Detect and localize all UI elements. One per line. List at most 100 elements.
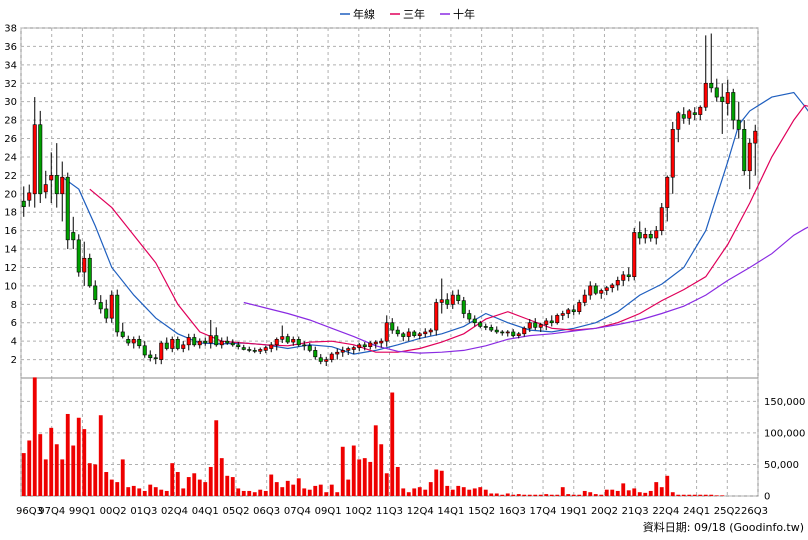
candle bbox=[742, 120, 747, 176]
volume-bar bbox=[373, 425, 378, 496]
candle bbox=[412, 330, 417, 338]
x-tick-label: 09Q1 bbox=[315, 506, 342, 517]
volume-bar bbox=[269, 474, 274, 496]
candle bbox=[82, 241, 87, 286]
candle-body-up bbox=[159, 342, 164, 360]
volume-bar bbox=[230, 477, 235, 496]
volume-bar bbox=[27, 440, 32, 496]
volume-bar bbox=[362, 458, 367, 496]
volume-bar bbox=[538, 494, 543, 496]
x-tick-label: 20Q2 bbox=[591, 506, 618, 517]
candle bbox=[582, 289, 587, 307]
volume-bar bbox=[599, 494, 604, 496]
candle-body-down bbox=[549, 320, 554, 324]
volume-bar bbox=[252, 492, 257, 496]
candle bbox=[423, 328, 428, 338]
volume-bar bbox=[412, 488, 417, 496]
candle bbox=[263, 345, 268, 354]
candle bbox=[395, 326, 400, 337]
candle-body-up bbox=[32, 124, 37, 195]
candle bbox=[665, 175, 670, 222]
volume-bar bbox=[258, 489, 263, 496]
candle bbox=[434, 298, 439, 336]
candle bbox=[439, 278, 444, 314]
candle-body-up bbox=[516, 333, 521, 336]
candle-body-up bbox=[43, 184, 48, 193]
volume-bar bbox=[494, 493, 499, 496]
volume-bar bbox=[395, 466, 400, 496]
candle bbox=[98, 295, 103, 314]
candle bbox=[181, 341, 186, 353]
volume-bar bbox=[544, 494, 549, 496]
candle-body-down bbox=[214, 335, 219, 346]
volume-bar bbox=[467, 489, 472, 496]
candle bbox=[159, 341, 164, 365]
candle bbox=[307, 343, 312, 353]
candle bbox=[571, 305, 576, 316]
volume-bar bbox=[478, 487, 483, 496]
candle bbox=[522, 326, 527, 337]
volume-bar bbox=[71, 445, 76, 496]
x-tick-label: 07Q4 bbox=[284, 506, 311, 517]
candle-body-up bbox=[725, 92, 730, 104]
candle-body-up bbox=[527, 322, 532, 329]
candle bbox=[456, 289, 461, 305]
candle bbox=[692, 107, 697, 121]
volume-bar bbox=[340, 446, 345, 496]
volume-bar bbox=[104, 472, 109, 496]
candle bbox=[230, 339, 235, 347]
candle-body-down bbox=[71, 232, 76, 241]
candle bbox=[643, 227, 648, 244]
volume-bar bbox=[318, 484, 323, 496]
candle bbox=[54, 143, 59, 208]
x-tick-label: 00Q2 bbox=[100, 506, 127, 517]
candle bbox=[21, 186, 26, 217]
volume-bar bbox=[439, 470, 444, 496]
volume-bar bbox=[720, 495, 725, 496]
candle bbox=[186, 333, 191, 351]
x-tick-label: 04Q1 bbox=[192, 506, 219, 517]
candle bbox=[379, 338, 384, 348]
candle bbox=[214, 327, 219, 347]
candle-body-down bbox=[148, 354, 153, 359]
x-tick-label: 24Q1 bbox=[683, 506, 710, 517]
candle bbox=[208, 319, 213, 349]
candle bbox=[390, 318, 395, 334]
candle bbox=[148, 350, 153, 362]
candle-body-up bbox=[687, 110, 692, 119]
candle bbox=[164, 337, 169, 351]
candle bbox=[736, 101, 741, 139]
candle bbox=[401, 331, 406, 342]
volume-bar bbox=[527, 494, 532, 496]
volume-bar bbox=[456, 485, 461, 496]
candle bbox=[203, 337, 208, 346]
candle bbox=[340, 346, 345, 357]
legend-label: 十年 bbox=[453, 7, 475, 21]
candle bbox=[610, 283, 615, 293]
candle bbox=[648, 230, 653, 242]
candle bbox=[621, 271, 626, 286]
volume-bar bbox=[489, 493, 494, 496]
candle-body-up bbox=[280, 336, 285, 340]
candle-body-up bbox=[60, 176, 65, 195]
candle bbox=[659, 203, 664, 236]
volume-bar bbox=[577, 494, 582, 496]
volume-bar bbox=[357, 459, 362, 496]
volume-bar bbox=[445, 485, 450, 496]
source-note: 資料日期: 09/18 (Goodinfo.tw) bbox=[643, 520, 804, 534]
candle bbox=[329, 352, 334, 363]
candle bbox=[709, 33, 714, 93]
x-tick-label: 17Q4 bbox=[530, 506, 557, 517]
candle-body-down bbox=[478, 322, 483, 327]
candle bbox=[577, 299, 582, 315]
volume-bar bbox=[472, 488, 477, 496]
candle bbox=[49, 152, 54, 203]
candle-body-down bbox=[236, 344, 241, 347]
volume-bar bbox=[676, 494, 681, 496]
volume-bar bbox=[164, 490, 169, 496]
volume-bar bbox=[175, 472, 180, 496]
price-y-tick-label: 38 bbox=[4, 24, 17, 35]
volume-y-tick-label: 50,000 bbox=[764, 460, 799, 471]
candle-body-up bbox=[384, 322, 389, 342]
volume-bar bbox=[98, 415, 103, 496]
